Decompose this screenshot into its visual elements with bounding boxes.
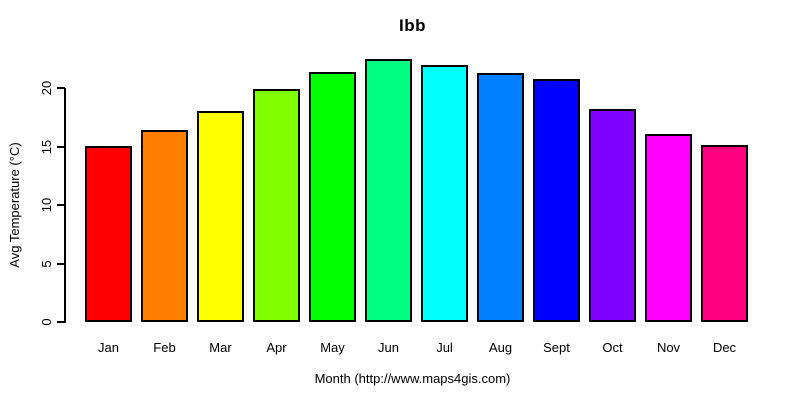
x-category-label: Apr [266, 340, 287, 355]
y-axis-tick [57, 204, 65, 206]
bar-aug [477, 73, 524, 322]
x-category-label: Feb [153, 340, 176, 355]
y-axis-tick-label: 10 [38, 197, 54, 213]
x-category-label: Sept [543, 340, 570, 355]
x-category-label: Oct [602, 340, 623, 355]
plot-area: Avg Temperature (°C) 0 5 10 15 20 Jan Feb Mar Ap… [7, 0, 765, 355]
bar-oct [589, 109, 636, 322]
x-category-label: Mar [209, 340, 232, 355]
bar-apr [253, 89, 300, 322]
bar-sept [533, 79, 580, 322]
y-axis-tick-label: 20 [38, 80, 54, 96]
x-category-label: Dec [712, 340, 737, 355]
bar-mar [197, 111, 244, 322]
y-axis-tick-label: 5 [38, 259, 54, 268]
x-category-label: Aug [488, 340, 513, 355]
bar-dec [701, 145, 748, 322]
bar-jun [365, 59, 412, 322]
x-axis-title: Month (http://www.maps4gis.com) [314, 371, 511, 386]
y-axis-tick [57, 262, 65, 265]
bar-feb [141, 130, 188, 322]
bar-jan [85, 146, 132, 322]
bar-jul [421, 65, 468, 322]
chart-title: Ibb [399, 16, 426, 35]
y-axis-title: Avg Temperature (°C) [7, 142, 22, 268]
bar-may [309, 72, 356, 322]
y-axis-tick-label: 0 [38, 318, 54, 326]
y-axis-tick [57, 321, 65, 323]
x-category-label: Nov [656, 340, 681, 355]
x-category-label: Jun [378, 340, 399, 355]
y-axis-tick-label: 15 [38, 139, 54, 154]
x-category-label: May [320, 340, 345, 355]
bar-nov [645, 134, 692, 322]
x-category-label: Jan [98, 340, 119, 355]
y-axis-tick [57, 145, 65, 148]
x-category-label: Jul [436, 340, 453, 355]
y-axis-tick [57, 87, 65, 89]
y-axis-line [64, 88, 66, 323]
